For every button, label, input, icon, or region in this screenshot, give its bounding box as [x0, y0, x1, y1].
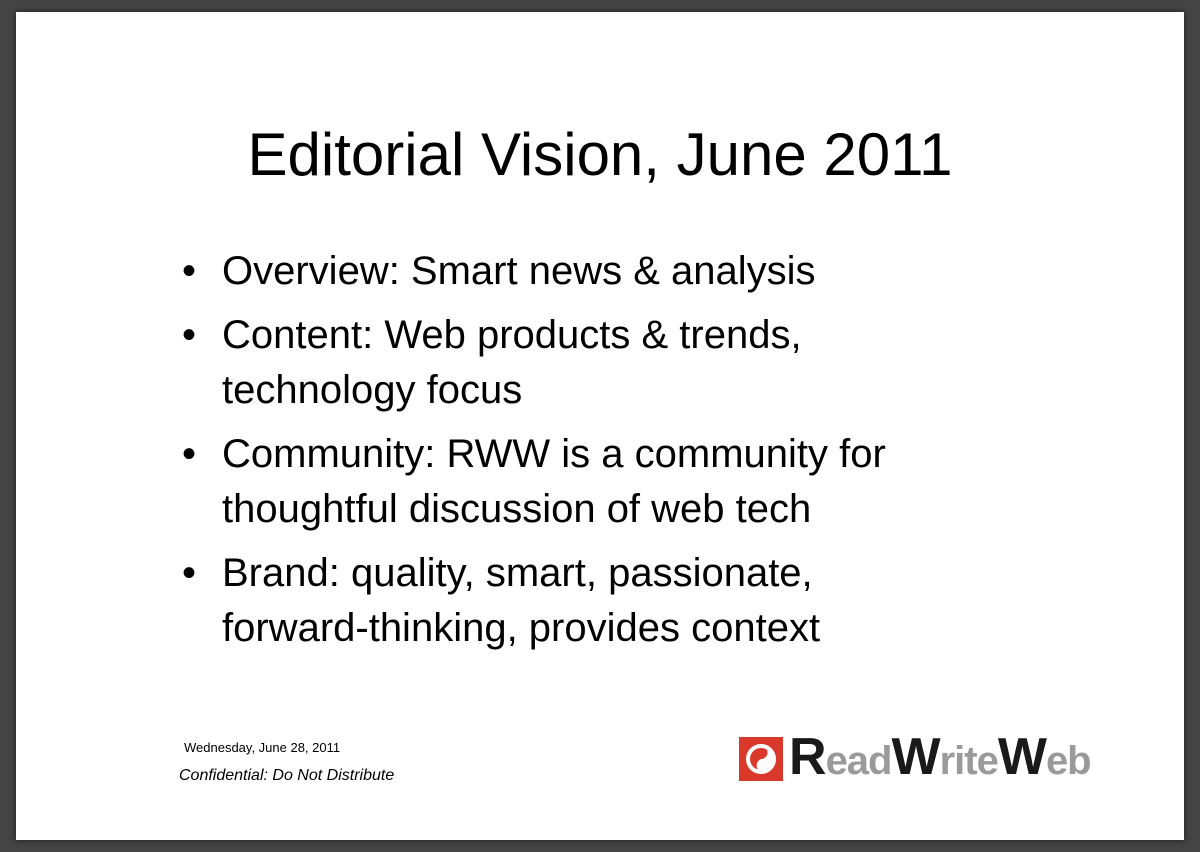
bullet-item: • Content: Web products & trends, techno… [182, 308, 1082, 418]
logo-wordmark: R ead W rite W eb [789, 728, 1092, 786]
logo-letter: R [789, 728, 827, 786]
bullet-text: Content: Web products & trends, [222, 313, 802, 357]
footer-date: Wednesday, June 28, 2011 [184, 740, 341, 755]
slide: Editorial Vision, June 2011 • Overview: … [16, 12, 1184, 840]
footer-confidential: Confidential: Do Not Distribute [179, 767, 395, 784]
readwriteweb-swirl-icon [739, 737, 783, 781]
slide-title: Editorial Vision, June 2011 [247, 121, 953, 188]
bullet-glyph: • [182, 551, 197, 595]
logo-letter: W [997, 728, 1047, 786]
bullet-item: • Brand: quality, smart, passionate, for… [182, 546, 1082, 656]
bullet-item: • Community: RWW is a community for thou… [182, 427, 1082, 537]
bullet-text: Overview: Smart news & analysis [222, 249, 816, 293]
bullet-text-continued: thoughtful discussion of web tech [222, 487, 812, 531]
logo-letters: ead [825, 739, 893, 783]
bullet-text: Community: RWW is a community for [222, 432, 886, 476]
logo-letters: eb [1045, 739, 1092, 783]
bullet-glyph: • [182, 432, 197, 476]
bullet-text-continued: technology focus [222, 368, 523, 412]
logo-letters: rite [939, 739, 999, 783]
bullet-text: Brand: quality, smart, passionate, [222, 551, 813, 595]
bullet-list: • Overview: Smart news & analysis • Cont… [182, 244, 1082, 665]
bullet-text-continued: forward-thinking, provides context [222, 606, 821, 650]
readwriteweb-logo: R ead W rite W eb [739, 728, 1092, 786]
bullet-glyph: • [182, 249, 197, 293]
bullet-glyph: • [182, 313, 197, 357]
logo-letter: W [891, 728, 941, 786]
bullet-item: • Overview: Smart news & analysis [182, 244, 1082, 299]
